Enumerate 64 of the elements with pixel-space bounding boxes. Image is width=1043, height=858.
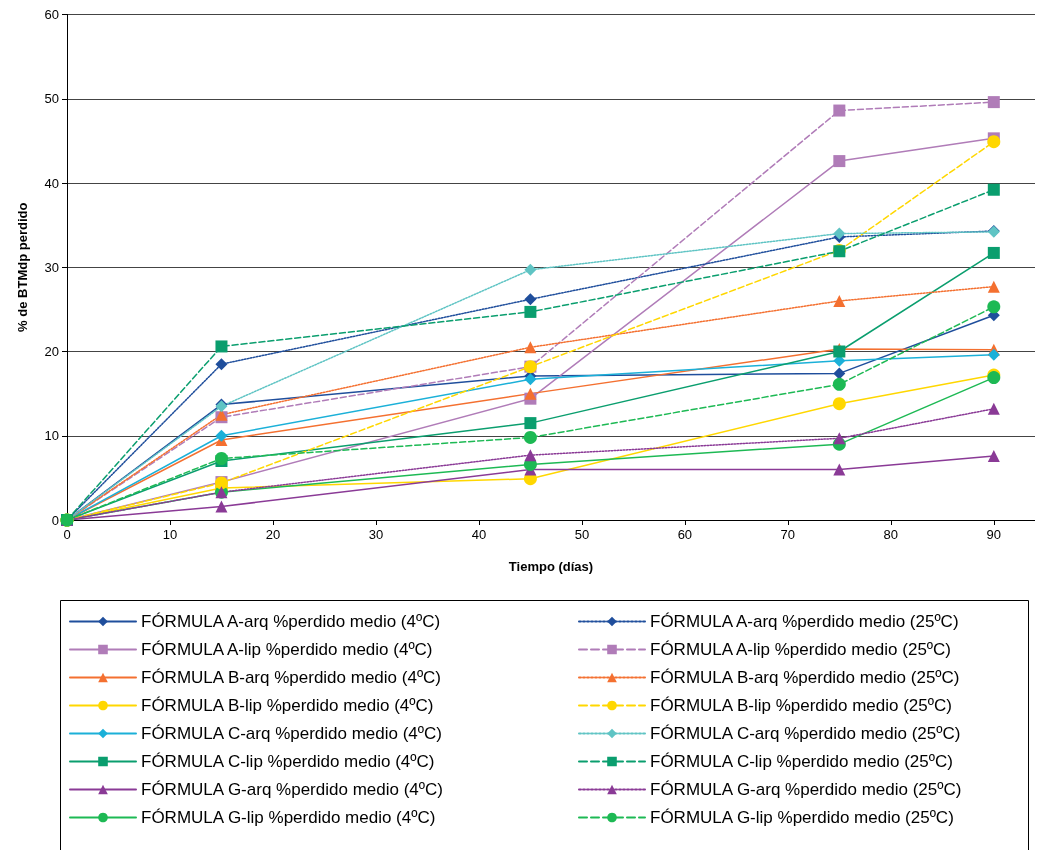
legend-label: FÓRMULA B-lip %perdido medio (25ºC): [650, 696, 952, 715]
point: [524, 449, 537, 462]
legend-label: FÓRMULA A-lip %perdido medio (25ºC): [650, 640, 951, 659]
x-tick-label: 70: [780, 527, 796, 542]
x-tick-label: 40: [471, 527, 487, 542]
point: [987, 246, 1000, 259]
point: [215, 429, 228, 442]
legend-label: FÓRMULA B-arq %perdido medio (25ºC): [650, 668, 960, 687]
point: [987, 280, 1000, 293]
x-tick-label: 60: [677, 527, 693, 542]
legend-label: FÓRMULA C-arq %perdido medio (4ºC): [141, 724, 442, 743]
legend-label: FÓRMULA A-arq %perdido medio (25ºC): [650, 612, 959, 631]
legend-label: FÓRMULA B-arq %perdido medio (4ºC): [141, 668, 442, 687]
y-tick-label: 10: [44, 428, 59, 444]
legend-label: FÓRMULA C-lip %perdido medio (4ºC): [141, 752, 435, 771]
point: [524, 293, 537, 306]
y-tick-label: 30: [44, 259, 59, 275]
legend-label: FÓRMULA A-lip %perdido medio (4ºC): [141, 640, 433, 659]
legend-label: FÓRMULA G-lip %perdido medio (4ºC): [141, 808, 436, 827]
y-tick-label: 0: [51, 512, 59, 528]
y-tick-label: 60: [44, 7, 59, 22]
point: [832, 397, 846, 411]
point: [987, 402, 1000, 415]
point: [523, 430, 537, 444]
point: [987, 449, 1000, 462]
legend-label: FÓRMULA A-arq %perdido medio (4ºC): [141, 612, 441, 631]
point: [524, 305, 537, 318]
y-tick-label: 50: [44, 91, 59, 107]
point: [987, 96, 1000, 109]
x-tick-label: 0: [63, 527, 71, 542]
x-axis-title: Tiempo (días): [508, 559, 594, 574]
point: [833, 463, 846, 476]
point: [215, 500, 228, 513]
legend-label: FÓRMULA G-lip %perdido medio (25ºC): [650, 808, 954, 827]
legend-label: FÓRMULA G-arq %perdido medio (4ºC): [141, 780, 443, 799]
point: [524, 263, 537, 276]
point: [987, 183, 1000, 196]
point: [833, 155, 846, 168]
point: [833, 104, 846, 117]
x-tick-label: 90: [986, 527, 1002, 542]
point: [524, 341, 537, 354]
x-tick-label: 80: [883, 527, 899, 542]
legend-label: FÓRMULA C-arq %perdido medio (25ºC): [650, 724, 961, 743]
point: [833, 432, 846, 445]
point: [524, 387, 537, 400]
point: [987, 135, 1001, 149]
x-tick-label: 30: [368, 527, 384, 542]
point: [987, 348, 1000, 361]
x-tick-label: 20: [265, 527, 281, 542]
point: [987, 300, 1001, 314]
point: [215, 358, 228, 371]
point: [524, 373, 537, 386]
x-tick-label: 10: [162, 527, 178, 542]
x-tick-label: 50: [574, 527, 590, 542]
y-tick-label: 20: [44, 344, 59, 359]
point: [524, 417, 537, 430]
y-axis-title: % de BTMdp perdido: [15, 202, 30, 332]
legend-label: FÓRMULA B-lip %perdido medio (4ºC): [141, 696, 434, 715]
y-tick-label: 40: [44, 175, 59, 191]
point: [833, 294, 846, 307]
point: [832, 377, 846, 391]
point: [215, 340, 228, 353]
legend-label: FÓRMULA C-lip %perdido medio (25ºC): [650, 752, 953, 771]
legend-label: FÓRMULA G-arq %perdido medio (25ºC): [650, 780, 962, 799]
